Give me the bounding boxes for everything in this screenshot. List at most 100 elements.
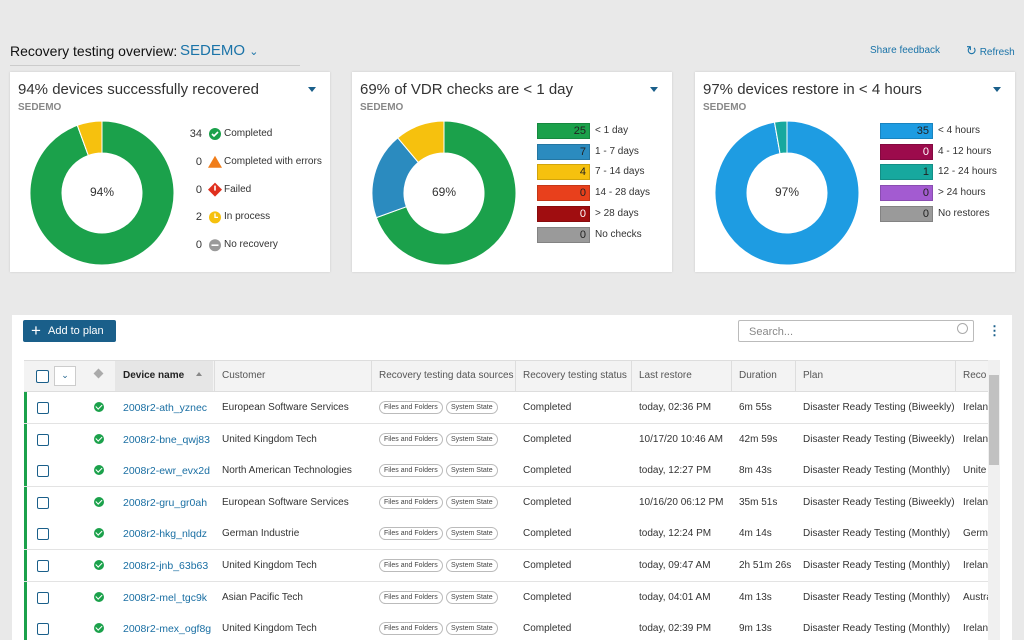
row-checkbox[interactable]	[37, 496, 49, 509]
legend-swatch: 4	[537, 164, 590, 181]
device-link[interactable]: 2008r2-gru_gr0ah	[123, 496, 208, 509]
device-link[interactable]: 2008r2-hkg_nlqdz	[123, 528, 208, 541]
search-box[interactable]: Search...	[738, 320, 974, 342]
location: Germ	[963, 528, 988, 540]
column-header[interactable]: Recovery testing status	[523, 370, 627, 381]
org-selector[interactable]: SEDEMO ⌄	[180, 42, 259, 59]
row-checkbox[interactable]	[37, 465, 49, 478]
add-to-plan-button[interactable]: + Add to plan	[23, 320, 116, 342]
source-chip: Files and Folders	[379, 464, 443, 478]
row-checkbox[interactable]	[37, 591, 49, 604]
org-name: SEDEMO	[180, 42, 246, 59]
summary-card: 94% devices successfully recovered SEDEMO…	[10, 72, 330, 272]
icon-check	[211, 131, 219, 138]
legend-count: 0	[579, 207, 586, 220]
column-header[interactable]: Device name	[123, 370, 185, 381]
select-all-checkbox[interactable]	[36, 370, 49, 383]
select-menu[interactable]: ⌄	[54, 366, 76, 386]
device-link[interactable]: 2008r2-ewr_evx2d	[123, 465, 210, 478]
legend-count: 4	[579, 166, 586, 179]
share-feedback[interactable]: Share feedback	[870, 45, 941, 56]
duration: 2h 51m 26s	[739, 560, 792, 571]
status-bar	[24, 518, 27, 550]
legend-label: 4 - 12 hours	[938, 145, 992, 157]
more-menu[interactable]: ⋮	[988, 323, 1001, 338]
check	[95, 623, 103, 631]
duration: 4m 14s	[739, 528, 772, 540]
location: Irelan	[963, 496, 988, 508]
card-menu[interactable]	[993, 87, 1001, 92]
legend-label: Completed with errors	[224, 155, 322, 167]
plan: Disaster Ready Testing (Monthly)	[803, 623, 951, 635]
column-header[interactable]: Customer	[222, 370, 266, 381]
legend-swatch: 0	[880, 185, 933, 202]
customer: United Kingdom Tech	[222, 560, 317, 571]
column-header[interactable]: Duration	[739, 370, 777, 381]
scrollbar-thumb[interactable]	[989, 375, 999, 465]
column-divider	[371, 361, 372, 391]
column-header[interactable]: Plan	[803, 370, 824, 381]
table-row: 2008r2-hkg_nlqdz German Industrie Files an…	[24, 518, 988, 551]
search-placeholder: Search...	[749, 326, 794, 338]
status-bar	[24, 486, 27, 518]
device-link[interactable]: 2008r2-jnb_63b63	[123, 560, 209, 572]
status-bar	[24, 455, 27, 487]
status: Completed	[523, 402, 572, 413]
column-header[interactable]: Last restore	[639, 370, 692, 381]
column-header[interactable]: Reco	[963, 370, 987, 381]
row-checkbox[interactable]	[37, 528, 49, 541]
legend-count: 1	[922, 166, 929, 179]
legend-count: 2	[195, 211, 202, 224]
row-checkbox[interactable]	[37, 433, 49, 446]
device-table-panel: + Add to plan Search... ⋮ ⌄ Device name Custom…	[12, 315, 1012, 640]
legend-swatch: 0	[880, 205, 933, 222]
table: ⌄ Device name Customer Recovery testing dat…	[24, 360, 988, 640]
location: Irelan	[963, 433, 988, 445]
device-link[interactable]: 2008r2-mel_tgc9k	[123, 591, 208, 604]
legend-count: 0	[922, 145, 929, 158]
table-row: 2008r2-gru_gr0ah European Software Servic…	[24, 486, 988, 519]
success-icon	[94, 528, 104, 539]
column-divider	[515, 361, 516, 391]
last-restore: today, 04:01 AM	[639, 591, 711, 603]
card-title: 94% devices successfully recovered	[18, 81, 259, 98]
check	[95, 434, 103, 441]
check	[95, 560, 103, 568]
last-restore: today, 09:47 AM	[639, 560, 711, 571]
last-restore: today, 02:36 PM	[639, 402, 712, 413]
customer: Asian Pacific Tech	[222, 591, 303, 603]
source-chip: Files and Folders	[379, 432, 443, 446]
button-label: Add to plan	[48, 325, 104, 337]
search-icon	[957, 323, 968, 334]
duration: 9m 13s	[739, 623, 772, 635]
device-link[interactable]: 2008r2-mex_ogf8g	[123, 623, 212, 636]
legend-swatch: 0	[537, 205, 590, 222]
legend-swatch: 0	[880, 143, 933, 160]
donut-chart: 94%	[29, 120, 222, 266]
legend-count: 7	[579, 145, 586, 158]
customer: European Software Services	[222, 496, 349, 508]
success-icon	[94, 623, 104, 634]
donut-center-label: 69%	[432, 185, 456, 199]
source-chip: System State	[446, 401, 498, 414]
row-checkbox[interactable]	[37, 623, 49, 636]
refresh-button[interactable]: ↻ Refresh	[966, 43, 1015, 58]
source-chip: System State	[446, 527, 498, 541]
plus-icon: +	[31, 321, 41, 340]
device-link[interactable]: 2008r2-bne_qwj83	[123, 433, 210, 446]
status: Completed	[523, 528, 572, 540]
status: Completed	[523, 591, 572, 603]
device-link[interactable]: 2008r2-ath_yznec	[123, 402, 208, 414]
card-menu[interactable]	[308, 87, 316, 92]
card-menu[interactable]	[650, 87, 658, 92]
success-icon	[94, 496, 104, 507]
icon-minus	[211, 244, 219, 246]
legend-icon	[208, 155, 222, 168]
source-chip: Files and Folders	[379, 401, 443, 414]
column-header[interactable]: Recovery testing data sources	[379, 370, 514, 381]
legend-swatch: 35	[880, 123, 933, 139]
row-checkbox[interactable]	[37, 560, 49, 572]
donut-chart: 97%	[714, 120, 860, 266]
legend-icon	[209, 211, 221, 224]
row-checkbox[interactable]	[37, 402, 49, 414]
